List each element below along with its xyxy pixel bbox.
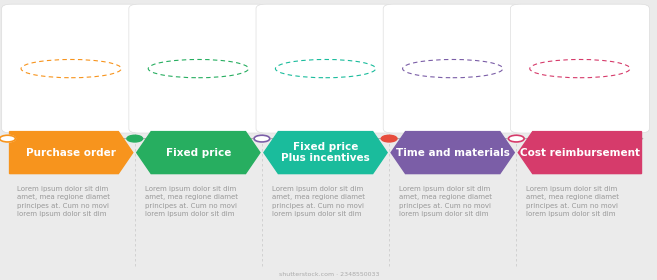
Polygon shape — [264, 132, 387, 174]
Text: Lorem ipsum dolor sit dim
amet, mea regione diamet
principes at. Cum no movi
lor: Lorem ipsum dolor sit dim amet, mea regi… — [17, 186, 110, 217]
FancyBboxPatch shape — [2, 4, 141, 133]
FancyBboxPatch shape — [256, 4, 395, 133]
Text: Lorem ipsum dolor sit dim
amet, mea regione diamet
principes at. Cum no movi
lor: Lorem ipsum dolor sit dim amet, mea regi… — [272, 186, 365, 217]
FancyBboxPatch shape — [510, 4, 649, 133]
Text: Fixed price
Plus incentives: Fixed price Plus incentives — [281, 142, 370, 164]
FancyBboxPatch shape — [129, 4, 268, 133]
Polygon shape — [10, 132, 133, 174]
Text: Time and materials: Time and materials — [396, 148, 510, 158]
Polygon shape — [518, 132, 641, 174]
Circle shape — [381, 135, 397, 142]
FancyBboxPatch shape — [383, 4, 522, 133]
Text: Lorem ipsum dolor sit dim
amet, mea regione diamet
principes at. Cum no movi
lor: Lorem ipsum dolor sit dim amet, mea regi… — [399, 186, 492, 217]
Text: shutterstock.com · 2348550033: shutterstock.com · 2348550033 — [279, 272, 379, 277]
Circle shape — [254, 135, 270, 142]
Circle shape — [0, 135, 16, 142]
Polygon shape — [391, 132, 514, 174]
Text: Lorem ipsum dolor sit dim
amet, mea regione diamet
principes at. Cum no movi
lor: Lorem ipsum dolor sit dim amet, mea regi… — [145, 186, 238, 217]
Text: Lorem ipsum dolor sit dim
amet, mea regione diamet
principes at. Cum no movi
lor: Lorem ipsum dolor sit dim amet, mea regi… — [526, 186, 619, 217]
Circle shape — [509, 135, 524, 142]
Text: Cost reimbursement: Cost reimbursement — [520, 148, 640, 158]
Text: Purchase order: Purchase order — [26, 148, 116, 158]
Text: Fixed price: Fixed price — [166, 148, 231, 158]
Circle shape — [127, 135, 143, 142]
Polygon shape — [137, 132, 260, 174]
